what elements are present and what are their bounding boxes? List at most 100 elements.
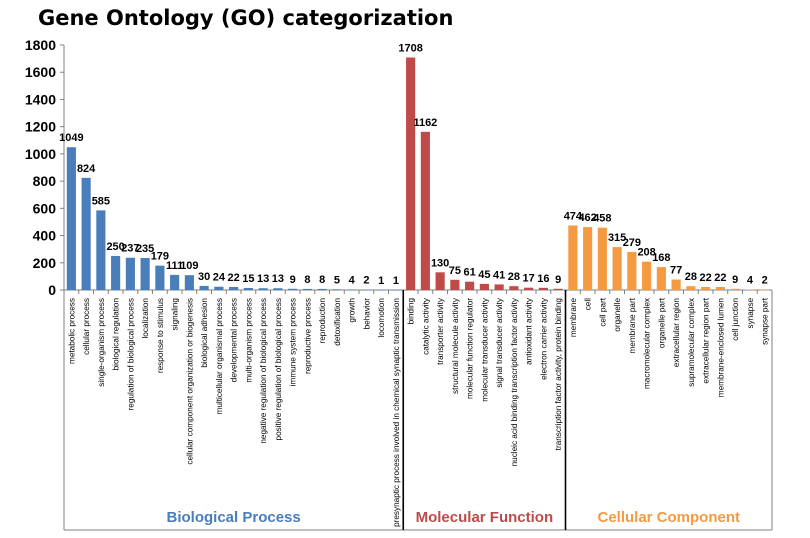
data-label: 111 xyxy=(166,260,183,272)
category-label: extracellular region xyxy=(672,298,681,368)
group-label: Biological Process xyxy=(167,509,301,526)
category-label: behavior xyxy=(362,298,371,330)
category-label: locomotion xyxy=(377,298,386,338)
data-label: 45 xyxy=(478,269,490,281)
group-label: Molecular Function xyxy=(416,509,554,526)
bar xyxy=(96,210,106,290)
data-label: 13 xyxy=(272,273,284,285)
data-label: 22 xyxy=(228,272,240,284)
category-label: transporter activity xyxy=(436,297,445,365)
category-label: immune system process xyxy=(289,298,298,386)
data-label: 109 xyxy=(180,260,198,272)
data-label: 5 xyxy=(334,274,340,286)
data-label: 2 xyxy=(363,275,369,287)
bar xyxy=(125,257,135,290)
bar xyxy=(140,258,150,290)
category-label: reproductive process xyxy=(303,298,312,374)
category-label: organelle part xyxy=(657,297,666,348)
bar xyxy=(332,289,342,290)
bar xyxy=(730,288,740,290)
data-label: 1 xyxy=(393,275,399,287)
bar xyxy=(361,289,371,291)
data-label: 13 xyxy=(257,273,269,285)
bar xyxy=(568,225,578,290)
data-label: 4 xyxy=(747,274,754,286)
data-label: 16 xyxy=(537,273,549,285)
data-label: 28 xyxy=(685,271,697,283)
data-label: 1 xyxy=(378,275,384,287)
data-label: 9 xyxy=(732,274,738,286)
category-label: presynaptic process involved in chemical… xyxy=(392,298,401,527)
bar xyxy=(745,289,755,291)
category-label: localization xyxy=(141,298,150,339)
category-label: detoxification xyxy=(333,298,342,346)
data-label: 179 xyxy=(151,251,169,263)
category-label: reproduction xyxy=(318,298,327,344)
category-label: molecular transducer activity xyxy=(480,297,489,402)
bar xyxy=(642,261,652,290)
data-label: 24 xyxy=(213,272,226,284)
data-label: 235 xyxy=(136,243,154,255)
bar xyxy=(66,147,76,290)
data-label: 30 xyxy=(198,271,210,283)
data-label: 130 xyxy=(431,257,449,269)
data-label: 77 xyxy=(670,265,682,277)
category-label: synapse xyxy=(746,298,755,329)
bar xyxy=(184,275,194,290)
data-label: 41 xyxy=(493,269,505,281)
data-label: 2 xyxy=(762,275,768,287)
category-label: macromolecular complex xyxy=(643,298,652,389)
bar xyxy=(199,285,209,290)
bar xyxy=(553,288,563,290)
y-tick-label: 200 xyxy=(33,255,57,271)
bar xyxy=(229,287,239,290)
y-tick-label: 800 xyxy=(33,173,57,189)
category-label: cell part xyxy=(598,297,607,326)
bar xyxy=(612,247,622,290)
y-tick-label: 1800 xyxy=(25,37,56,53)
bar xyxy=(420,131,430,290)
category-label: structural molecule activity xyxy=(451,297,460,394)
y-tick-label: 1400 xyxy=(25,91,56,107)
bar xyxy=(214,286,224,290)
axes: 0 200 400 600 800 1000 1200 1400 1600 1800 xyxy=(25,37,773,531)
category-label: membrane xyxy=(569,298,578,338)
bar xyxy=(701,287,711,290)
data-label: 8 xyxy=(304,274,310,286)
data-label: 1049 xyxy=(59,132,83,144)
category-label: multi-organism process xyxy=(244,298,253,383)
category-label: catalytic activity xyxy=(421,297,430,355)
data-label: 8 xyxy=(319,274,325,286)
category-label: signaling xyxy=(171,298,180,331)
data-label: 168 xyxy=(652,252,670,264)
category-label: molecular function regulator xyxy=(466,298,475,399)
data-label: 1708 xyxy=(398,43,422,55)
y-tick-label: 1600 xyxy=(25,64,56,80)
y-tick-label: 600 xyxy=(33,200,57,216)
data-label: 585 xyxy=(92,195,110,207)
data-label: 22 xyxy=(700,272,712,284)
y-tick-label: 400 xyxy=(33,228,57,244)
y-tick-label: 1200 xyxy=(25,119,56,135)
bar xyxy=(494,284,504,290)
category-label: organelle xyxy=(613,298,622,332)
bar xyxy=(479,283,489,290)
bar xyxy=(686,286,696,290)
bar xyxy=(715,287,725,290)
data-label: 75 xyxy=(449,265,461,277)
bar xyxy=(450,279,460,290)
data-label: 315 xyxy=(608,232,626,244)
data-label: 1162 xyxy=(413,117,437,129)
data-label: 208 xyxy=(637,247,655,259)
category-label: supramolecular complex xyxy=(687,298,696,387)
data-label: 61 xyxy=(464,267,476,279)
bar xyxy=(524,287,534,290)
category-label: multicellular organismal process xyxy=(215,298,224,415)
data-label: 17 xyxy=(523,273,535,285)
data-label: 250 xyxy=(106,241,124,253)
bar xyxy=(538,287,548,290)
category-label: membrane part xyxy=(628,297,637,353)
category-label: negative regulation of biological proces… xyxy=(259,298,268,444)
bars-layer xyxy=(66,57,770,291)
